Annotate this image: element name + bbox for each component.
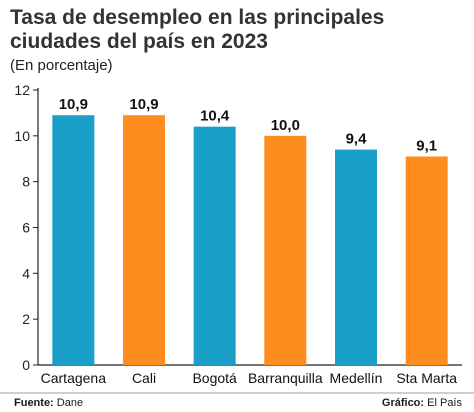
bar-value-label: 10,9 [59,96,88,113]
category-label: Cali [132,370,156,386]
source-value: Dane [56,397,84,409]
y-tick-label: 12 [14,82,30,98]
category-label: Bogotá [192,370,237,386]
chart-footer: Fuente: Dane Gráfico: El País [0,392,474,412]
credit-value: El País [427,397,462,409]
bar-1 [52,115,95,365]
category-label: Sta Marta [396,370,457,386]
y-tick-label: 2 [22,311,30,327]
category-label: Cartagena [41,370,107,386]
source-label: Fuente: [14,397,54,409]
category-label: Barranquilla [248,370,323,386]
bar-2 [123,115,165,365]
y-tick-label: 6 [22,220,30,236]
bar-value-label: 9,4 [346,131,368,148]
bar-value-label: 10,9 [129,96,158,113]
bar-chart: 0 2 4 6 8 10 12 10,9 Cartagena 10,9 Cali 10,4 Bogotá… [14,82,462,386]
bar-5 [335,149,377,365]
source-note: Fuente: Dane [14,397,83,409]
bar-3 [193,126,236,366]
chart-subtitle: (En porcentaje) [10,57,113,74]
credit-label: Gráfico: [381,397,425,409]
bar-value-label: 10,0 [271,117,300,134]
y-tick-label: 10 [14,128,30,144]
bar-6 [405,156,448,365]
y-tick-label: 0 [22,357,30,373]
bar-value-label: 9,1 [416,137,437,154]
y-tick-label: 4 [22,265,30,281]
bar-value-label: 10,4 [200,108,230,125]
y-tick-label: 8 [22,174,30,190]
bar-4 [264,135,307,365]
credit-note: Gráfico: El País [382,397,462,409]
chart-title: Tasa de desempleo en las principales ciu… [10,6,385,53]
category-label: Medellín [330,370,383,386]
